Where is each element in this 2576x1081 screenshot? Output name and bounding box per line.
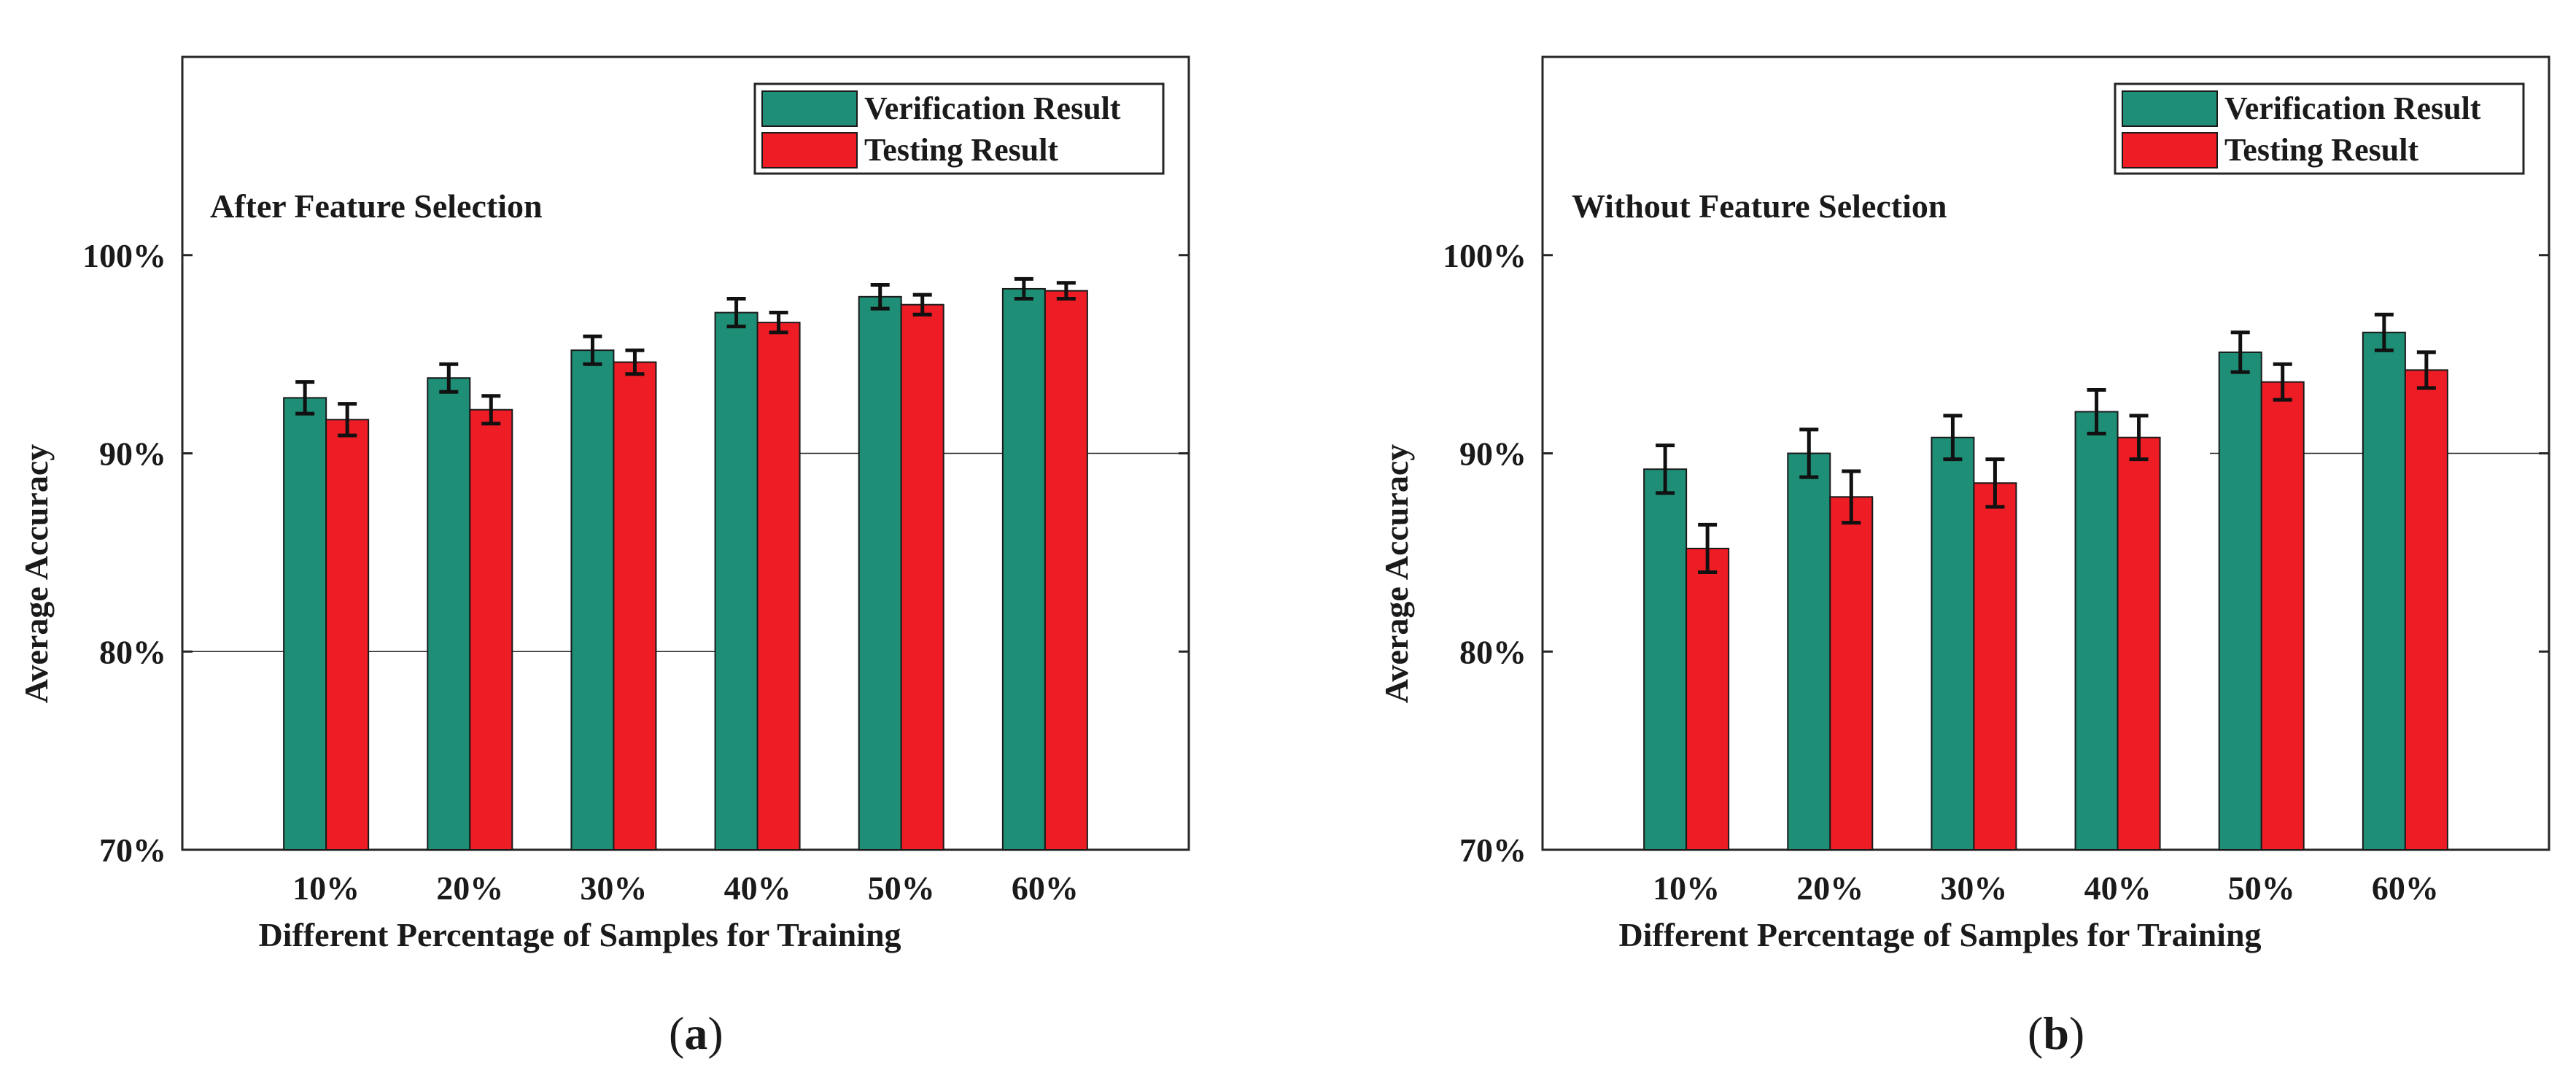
verification-bar — [1001, 287, 1046, 851]
verification-bar — [858, 295, 902, 851]
panel-letter: b — [2043, 1007, 2069, 1059]
x-axis-label: Different Percentage of Samples for Trai… — [258, 916, 901, 953]
testing-bar — [900, 303, 944, 851]
testing-bar — [613, 361, 657, 851]
x-tick-label: 30% — [580, 869, 647, 907]
y-tick-label: 90% — [1459, 435, 1526, 473]
x-tick-label: 50% — [2228, 869, 2295, 907]
chart-panel-b: 70% 80% 90% 100% 10% 20% 30% 40% 50% 60% Different… — [1378, 55, 2550, 1059]
x-tick-label: 20% — [436, 869, 503, 907]
y-tick-label: 70% — [99, 832, 166, 869]
panel-paren-open: ( — [2028, 1007, 2043, 1059]
legend-label-testing: Testing Result — [864, 132, 1058, 168]
panel-letter: a — [684, 1007, 707, 1059]
panel-label: (a) — [669, 1007, 723, 1059]
x-tick-label: 50% — [868, 869, 935, 907]
panel-paren-open: ( — [669, 1007, 684, 1059]
testing-bar — [469, 408, 513, 851]
testing-bar — [1973, 482, 2017, 851]
testing-bar — [2404, 369, 2448, 851]
chart-annotation: Without Feature Selection — [1572, 187, 1947, 225]
x-tick-label: 30% — [1940, 869, 2007, 907]
verification-bar — [427, 377, 471, 851]
verification-bar — [2074, 411, 2119, 851]
legend: Verification Result Testing Result — [2114, 82, 2525, 175]
chart-panel-a: 70% 80% 90% 100% 10% 20% 30% 40% 50% 60% Different… — [18, 55, 1190, 1059]
legend-label-verification: Verification Result — [2224, 90, 2481, 126]
verification-bar — [2362, 331, 2406, 851]
x-tick-label: 40% — [2084, 869, 2152, 907]
verification-bar — [1787, 452, 1831, 851]
verification-bar — [714, 311, 759, 851]
verification-bar — [570, 349, 615, 851]
y-axis-label: Average Accuracy — [18, 444, 55, 704]
y-tick-label: 90% — [99, 435, 166, 473]
y-axis-label: Average Accuracy — [1378, 444, 1415, 704]
x-axis-label: Different Percentage of Samples for Trai… — [1618, 916, 2261, 953]
legend-swatch-testing — [2122, 132, 2218, 168]
testing-bar — [1685, 547, 1730, 851]
testing-bar — [2117, 436, 2161, 851]
verification-bar — [2218, 351, 2262, 851]
y-tick-label: 70% — [1459, 832, 1526, 869]
x-tick-label: 10% — [292, 869, 360, 907]
y-tick-label: 80% — [99, 633, 166, 670]
x-tick-label: 10% — [1653, 869, 1720, 907]
y-tick-label: 100% — [82, 237, 166, 274]
y-tick-label: 100% — [1443, 237, 1526, 274]
legend: Verification Result Testing Result — [753, 82, 1165, 175]
legend-label-verification: Verification Result — [864, 90, 1121, 126]
legend-label-testing: Testing Result — [2224, 132, 2418, 168]
panel-paren-close: ) — [707, 1007, 723, 1059]
testing-bar — [325, 419, 370, 851]
legend-swatch-testing — [761, 132, 858, 168]
panel-paren-close: ) — [2069, 1007, 2084, 1059]
verification-bar — [283, 397, 327, 851]
verification-bar — [1643, 468, 1688, 851]
legend-swatch-verification — [761, 90, 858, 127]
testing-bar — [2260, 381, 2305, 851]
testing-bar — [756, 322, 801, 851]
x-tick-label: 60% — [1012, 869, 1079, 907]
y-tick-label: 80% — [1459, 633, 1526, 670]
chart-annotation: After Feature Selection — [210, 187, 543, 225]
x-tick-label: 20% — [1796, 869, 1863, 907]
verification-bar — [1931, 436, 1975, 851]
panel-label: (b) — [2028, 1007, 2084, 1059]
testing-bar — [1044, 290, 1088, 851]
x-tick-label: 40% — [724, 869, 791, 907]
testing-bar — [1829, 496, 1874, 851]
legend-swatch-verification — [2122, 90, 2218, 127]
x-tick-label: 60% — [2372, 869, 2439, 907]
